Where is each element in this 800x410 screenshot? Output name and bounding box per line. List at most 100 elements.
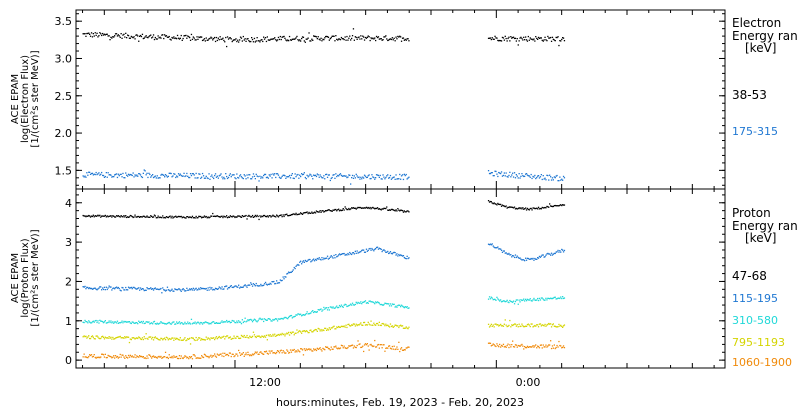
proton-point-47-68 [146,215,148,217]
proton-point-1060-1900 [93,354,95,356]
proton-point-47-68 [392,209,394,211]
electron-point-175-315 [107,172,109,174]
proton-point-310-580 [324,308,326,310]
proton-point-47-68 [517,207,519,210]
proton-point-115-195 [109,286,111,288]
proton-point-1060-1900 [111,357,113,359]
proton-point-47-68 [192,217,194,219]
proton-point-47-68 [503,205,505,207]
proton-point-310-580 [363,301,366,303]
proton-point-310-580 [379,303,381,306]
electron-point-175-315 [171,176,173,178]
proton-point-795-1193 [306,330,308,332]
electron-point-38-53 [386,38,388,40]
electron-point-38-53 [387,39,389,42]
proton-point-115-195 [207,287,209,289]
proton-point-310-580 [531,300,533,302]
proton-point-47-68 [121,215,123,218]
proton-point-795-1193 [535,325,537,327]
proton-point-310-580 [364,300,367,302]
electron-point-38-53 [514,37,517,39]
proton-point-310-580 [136,322,138,324]
electron-point-38-53 [511,37,513,39]
proton-point-795-1193 [278,334,281,336]
proton-point-1060-1900 [114,355,117,357]
electron-point-38-53 [287,39,289,41]
electron-point-175-315 [92,174,94,176]
proton-point-47-68 [231,216,233,218]
electron-point-38-53 [367,35,369,37]
proton-point-1060-1900 [385,347,387,349]
proton-point-47-68 [134,214,136,216]
proton-point-795-1193 [497,324,499,326]
proton-point-310-580 [516,299,518,301]
proton-point-310-580 [272,318,274,321]
electron-point-38-53 [200,36,202,38]
proton-point-310-580 [262,318,264,320]
proton-point-115-195 [375,248,377,250]
proton-point-310-580 [231,319,233,322]
proton-point-1060-1900 [498,346,500,348]
proton-point-47-68 [525,207,527,209]
proton-point-115-195 [279,279,281,281]
proton-point-795-1193 [130,338,132,341]
proton-point-47-68 [239,215,241,217]
proton-point-47-68 [279,214,281,216]
electron-point-175-315 [389,174,392,177]
electron-point-38-53 [399,35,401,37]
proton-point-47-68 [242,215,244,218]
proton-point-47-68 [399,210,401,212]
electron-point-175-315 [560,179,562,181]
electron-point-175-315 [521,173,523,175]
proton-point-310-580 [382,304,384,306]
proton-point-115-195 [302,260,305,262]
proton-point-47-68 [371,207,373,209]
proton-point-795-1193 [135,337,137,339]
proton-point-795-1193 [155,337,157,339]
proton-point-795-1193 [300,331,302,333]
proton-point-795-1193 [319,330,321,332]
proton-point-115-195 [492,245,494,247]
proton-point-795-1193 [150,336,152,338]
proton-point-795-1193 [83,335,85,337]
proton-point-310-580 [508,301,510,304]
proton-point-47-68 [237,215,239,217]
electron-point-38-53 [274,37,276,39]
proton-point-115-195 [548,253,550,255]
electron-point-38-53 [189,39,192,41]
proton-point-795-1193 [101,336,103,338]
proton-point-115-195 [221,286,223,288]
electron-point-175-315 [158,177,160,179]
proton-point-47-68 [548,206,550,208]
electron-point-175-315 [370,177,372,180]
electron-point-38-53 [361,38,363,40]
proton-point-47-68 [106,215,108,217]
proton-point-310-580 [562,296,564,298]
proton-point-795-1193 [163,338,165,340]
proton-point-47-68 [143,215,145,217]
proton-point-1060-1900 [533,346,535,348]
proton-point-795-1193 [90,336,93,338]
electron-point-175-315 [98,172,100,174]
proton-point-795-1193 [243,334,245,337]
electron-point-175-315 [285,177,287,179]
proton-point-47-68 [191,215,194,217]
electron-point-38-53 [313,35,316,37]
electron-point-38-53 [351,35,354,37]
electron-point-38-53 [163,37,165,40]
proton-point-115-195 [291,270,293,272]
proton-point-795-1193 [372,324,374,326]
proton-point-795-1193 [541,324,543,326]
proton-point-795-1193 [384,325,386,327]
proton-point-795-1193 [84,336,86,338]
proton-point-1060-1900 [185,355,187,358]
electron-point-38-53 [224,41,226,43]
proton-point-795-1193 [166,337,169,339]
proton-point-1060-1900 [283,351,285,353]
electron-point-38-53 [516,38,518,40]
electron-point-175-315 [330,177,332,180]
proton-point-310-580 [331,307,333,309]
electron-point-175-315 [87,174,89,176]
proton-point-115-195 [92,288,94,290]
electron-point-38-53 [495,37,497,39]
